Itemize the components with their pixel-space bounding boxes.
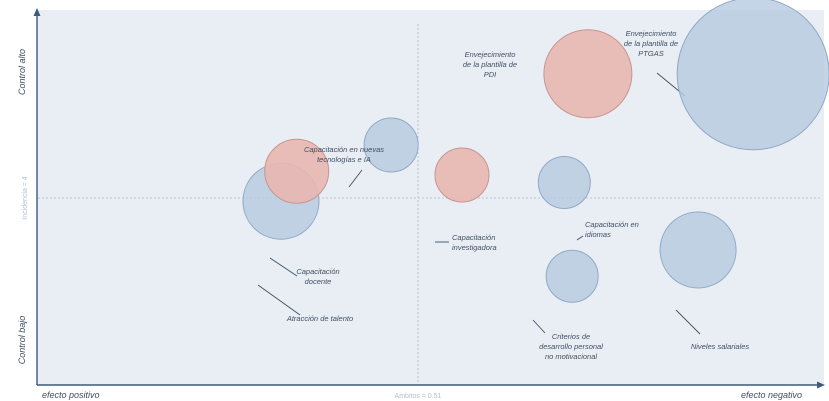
leader-line-6: [532, 319, 546, 334]
leader-lines: [257, 72, 701, 335]
bubble-6: [545, 249, 599, 303]
bubble-label-2: Capacitación en nuevas tecnologías e IA: [304, 145, 384, 164]
leader-line-1: [269, 257, 298, 277]
bubble-5: [537, 156, 591, 209]
leader-line-8: [675, 309, 701, 335]
y-axis-arrow-icon: [33, 8, 41, 16]
bubble-label-6: Criterios de desarrollo personal no motiva…: [539, 332, 603, 361]
x-axis-label-right: efecto negativo: [741, 390, 802, 400]
bubble-labels: Atracción de talento Capacitación docente C…: [286, 29, 750, 361]
bubble-label-7: Envejecimiento de la plantilla de PTGAS: [624, 29, 678, 58]
bubble-4: [543, 29, 633, 119]
x-divider-label: Ambitos = 0.51: [395, 393, 442, 400]
leader-line-2: [348, 169, 363, 188]
bubble-3: [434, 147, 490, 203]
leader-line-0: [257, 284, 301, 316]
leader-line-5: [576, 235, 584, 241]
y-axis-label-bottom: Control bajo: [17, 316, 27, 365]
bubbles: [242, 0, 829, 303]
bubble-label-3: Capacitación investigadora: [452, 233, 497, 252]
bubble-8: [659, 211, 737, 289]
bubble-label-0: Atracción de talento: [286, 314, 353, 323]
x-axis-arrow-icon: [817, 381, 825, 389]
bubble-label-1: Capacitación docente: [296, 267, 339, 286]
bubble-label-4: Envejecimiento de la plantilla de PDI: [463, 50, 517, 79]
bubble-1: [264, 138, 330, 204]
bubble-7: [676, 0, 829, 151]
bubble-label-8: Niveles salariales: [691, 342, 750, 351]
y-axis-label-top: Control alto: [17, 49, 27, 95]
y-divider-label: Incidencia = 4: [22, 176, 29, 219]
bubble-label-5: Capacitación en idiomas: [585, 220, 639, 239]
bubble-2: [363, 117, 419, 173]
x-axis-label-left: efecto positivo: [42, 390, 100, 400]
